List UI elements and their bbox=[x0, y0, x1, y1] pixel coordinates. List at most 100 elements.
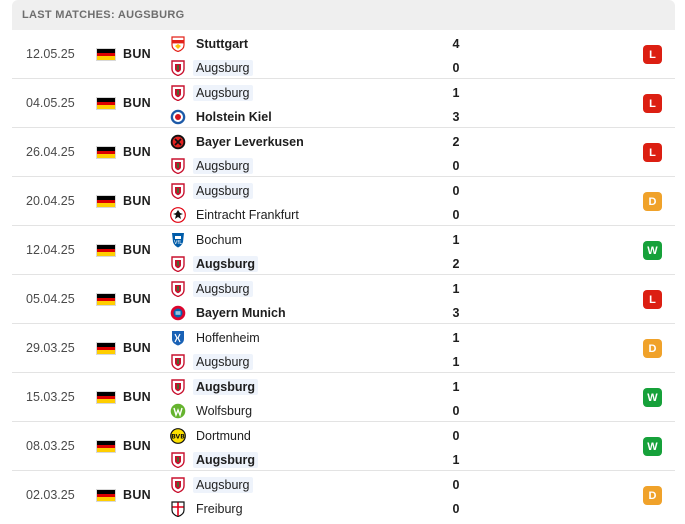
away-team: Holstein Kiel bbox=[170, 107, 275, 127]
away-score: 0 bbox=[452, 208, 460, 222]
home-team: BVB Dortmund bbox=[170, 426, 254, 446]
augsburg-crest-icon bbox=[170, 477, 186, 493]
away-team-name: Augsburg bbox=[193, 452, 259, 468]
away-team-name: Eintracht Frankfurt bbox=[196, 208, 299, 222]
away-team-name: Augsburg bbox=[193, 256, 259, 272]
away-score: 0 bbox=[452, 502, 460, 516]
home-team-name: Dortmund bbox=[196, 429, 251, 443]
home-team-name: Hoffenheim bbox=[196, 331, 260, 345]
home-score: 1 bbox=[452, 233, 460, 247]
away-team: Augsburg bbox=[170, 156, 253, 176]
away-score: 0 bbox=[452, 159, 460, 173]
match-date: 05.04.25 bbox=[26, 292, 75, 306]
home-team: VfL Bochum bbox=[170, 230, 245, 250]
home-score: 2 bbox=[452, 135, 460, 149]
germany-flag-icon bbox=[96, 97, 116, 110]
home-team: Augsburg bbox=[170, 181, 253, 201]
competition-code: BUN bbox=[123, 439, 151, 453]
competition-code: BUN bbox=[123, 194, 151, 208]
augsburg-crest-icon bbox=[170, 379, 186, 395]
bayern-crest-icon bbox=[170, 305, 186, 321]
home-score: 0 bbox=[452, 184, 460, 198]
dortmund-crest-icon: BVB bbox=[170, 428, 186, 444]
result-badge: L bbox=[643, 143, 662, 162]
hoffenheim-crest-icon bbox=[170, 330, 186, 346]
match-row[interactable]: 12.05.25 BUN Stuttgart Augsburg 4 0 L bbox=[12, 30, 675, 79]
home-team: Augsburg bbox=[170, 377, 259, 397]
home-team-name: Augsburg bbox=[193, 477, 253, 493]
away-score: 1 bbox=[452, 355, 460, 369]
away-team-name: Holstein Kiel bbox=[196, 110, 272, 124]
home-team-name: Augsburg bbox=[193, 85, 253, 101]
match-row[interactable]: 05.04.25 BUN Augsburg Bayern Munich 1 3 … bbox=[12, 275, 675, 324]
result-badge: W bbox=[643, 241, 662, 260]
result-badge: D bbox=[643, 192, 662, 211]
away-team: Augsburg bbox=[170, 58, 253, 78]
stuttgart-crest-icon bbox=[170, 36, 186, 52]
match-row[interactable]: 08.03.25 BUN BVB Dortmund Augsburg 0 1 W bbox=[12, 422, 675, 471]
germany-flag-icon bbox=[96, 342, 116, 355]
match-date: 04.05.25 bbox=[26, 96, 75, 110]
match-date: 15.03.25 bbox=[26, 390, 75, 404]
competition-code: BUN bbox=[123, 341, 151, 355]
leverkusen-crest-icon bbox=[170, 134, 186, 150]
home-team-name: Stuttgart bbox=[196, 37, 249, 51]
match-row[interactable]: 02.03.25 BUN Augsburg Freiburg 0 0 D bbox=[12, 471, 675, 520]
away-team-name: Bayern Munich bbox=[196, 306, 286, 320]
svg-text:BVB: BVB bbox=[171, 434, 185, 441]
match-date: 12.05.25 bbox=[26, 47, 75, 61]
result-badge: L bbox=[643, 94, 662, 113]
augsburg-crest-icon bbox=[170, 281, 186, 297]
match-row[interactable]: 15.03.25 BUN Augsburg Wolfsburg 1 0 W bbox=[12, 373, 675, 422]
result-badge: L bbox=[643, 45, 662, 64]
last-matches-panel: LAST MATCHES: AUGSBURG 12.05.25 BUN Stut… bbox=[12, 0, 675, 520]
home-score: 4 bbox=[452, 37, 460, 51]
away-team: Augsburg bbox=[170, 254, 259, 274]
germany-flag-icon bbox=[96, 293, 116, 306]
augsburg-crest-icon bbox=[170, 183, 186, 199]
away-team: Wolfsburg bbox=[170, 401, 255, 421]
home-team-name: Augsburg bbox=[193, 379, 259, 395]
away-team: Augsburg bbox=[170, 352, 253, 372]
home-team-name: Augsburg bbox=[193, 183, 253, 199]
match-row[interactable]: 29.03.25 BUN Hoffenheim Augsburg 1 1 D bbox=[12, 324, 675, 373]
augsburg-crest-icon bbox=[170, 85, 186, 101]
match-row[interactable]: 12.04.25 BUN VfL Bochum Augsburg 1 2 W bbox=[12, 226, 675, 275]
match-date: 08.03.25 bbox=[26, 439, 75, 453]
away-team-name: Freiburg bbox=[196, 502, 243, 516]
home-score: 0 bbox=[452, 478, 460, 492]
away-team: Bayern Munich bbox=[170, 303, 289, 323]
competition-code: BUN bbox=[123, 47, 151, 61]
match-date: 29.03.25 bbox=[26, 341, 75, 355]
competition-code: BUN bbox=[123, 96, 151, 110]
augsburg-crest-icon bbox=[170, 60, 186, 76]
svg-text:VfL: VfL bbox=[174, 240, 182, 246]
match-row[interactable]: 26.04.25 BUN Bayer Leverkusen Augsburg 2… bbox=[12, 128, 675, 177]
match-row[interactable]: 04.05.25 BUN Augsburg Holstein Kiel 1 3 … bbox=[12, 79, 675, 128]
home-team: Augsburg bbox=[170, 279, 253, 299]
germany-flag-icon bbox=[96, 440, 116, 453]
home-team-name: Bayer Leverkusen bbox=[196, 135, 304, 149]
away-team-name: Augsburg bbox=[193, 158, 253, 174]
match-date: 02.03.25 bbox=[26, 488, 75, 502]
competition-code: BUN bbox=[123, 292, 151, 306]
away-team: Eintracht Frankfurt bbox=[170, 205, 302, 225]
home-score: 1 bbox=[452, 282, 460, 296]
home-score: 0 bbox=[452, 429, 460, 443]
home-score: 1 bbox=[452, 331, 460, 345]
match-row[interactable]: 20.04.25 BUN Augsburg Eintracht Frankfur… bbox=[12, 177, 675, 226]
home-score: 1 bbox=[452, 86, 460, 100]
result-badge: D bbox=[643, 339, 662, 358]
germany-flag-icon bbox=[96, 195, 116, 208]
home-team: Augsburg bbox=[170, 83, 253, 103]
germany-flag-icon bbox=[96, 146, 116, 159]
away-score: 0 bbox=[452, 61, 460, 75]
panel-header: LAST MATCHES: AUGSBURG bbox=[12, 0, 675, 30]
holstein-kiel-crest-icon bbox=[170, 109, 186, 125]
away-score: 3 bbox=[452, 306, 460, 320]
competition-code: BUN bbox=[123, 488, 151, 502]
home-team-name: Bochum bbox=[196, 233, 242, 247]
match-list: 12.05.25 BUN Stuttgart Augsburg 4 0 L 04… bbox=[12, 30, 675, 520]
away-score: 2 bbox=[452, 257, 460, 271]
away-score: 3 bbox=[452, 110, 460, 124]
